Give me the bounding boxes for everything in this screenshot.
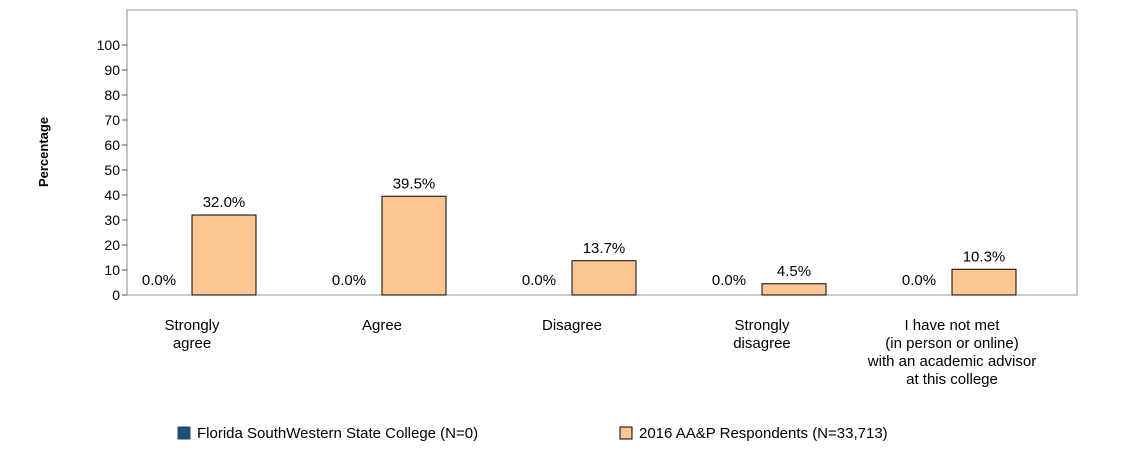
bar-respondents (761, 283, 827, 296)
bar-respondents (381, 195, 447, 296)
data-label: 0.0% (522, 272, 556, 289)
y-axis-label: Percentage (36, 117, 51, 187)
y-tick-label: 40 (104, 187, 120, 203)
x-category-label: at this college (906, 371, 998, 388)
y-tick-label: 100 (97, 37, 121, 53)
y-tick-label: 50 (104, 162, 120, 178)
data-label: 0.0% (332, 272, 366, 289)
x-category-label: agree (173, 335, 211, 352)
x-category-label: Strongly (734, 317, 790, 334)
x-category-label: with an academic advisor (867, 353, 1036, 370)
legend-swatch (177, 426, 191, 440)
x-category-label: (in person or online) (885, 335, 1018, 352)
legend-entry: Florida SouthWestern State College (N=0) (197, 425, 478, 442)
y-tick-label: 20 (104, 237, 120, 253)
bar-respondents (951, 268, 1017, 296)
data-label: 0.0% (712, 272, 746, 289)
data-label: 0.0% (902, 272, 936, 289)
x-category-label: disagree (733, 335, 791, 352)
x-category-label: I have not met (904, 317, 1000, 334)
y-tick-label: 90 (104, 62, 120, 78)
y-tick-label: 0 (112, 287, 120, 303)
y-tick-label: 60 (104, 137, 120, 153)
legend-swatch (619, 426, 633, 440)
y-tick-label: 30 (104, 212, 120, 228)
legend-entry: 2016 AA&P Respondents (N=33,713) (639, 425, 888, 442)
data-label: 39.5% (393, 175, 436, 192)
x-category-label: Disagree (542, 317, 602, 334)
y-tick-label: 10 (104, 262, 120, 278)
data-label: 32.0% (203, 194, 246, 211)
bar-respondents (191, 214, 257, 296)
data-label: 13.7% (583, 240, 626, 257)
data-label: 4.5% (777, 263, 811, 280)
bar-respondents (571, 260, 637, 296)
y-tick-label: 70 (104, 112, 120, 128)
data-label: 0.0% (142, 272, 176, 289)
data-label: 10.3% (963, 248, 1006, 265)
x-category-label: Strongly (164, 317, 220, 334)
y-tick-label: 80 (104, 87, 120, 103)
x-category-label: Agree (362, 317, 402, 334)
